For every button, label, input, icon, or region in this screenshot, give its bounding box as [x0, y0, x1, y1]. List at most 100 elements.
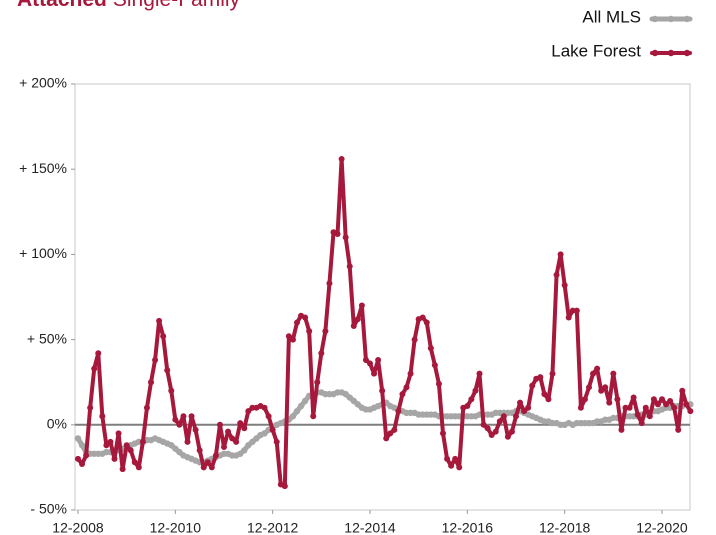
legend-marker [667, 15, 675, 23]
title-rest: Single-Family [113, 0, 241, 11]
point [289, 336, 296, 343]
point [204, 459, 211, 466]
point [683, 401, 690, 408]
point [216, 421, 223, 428]
point [399, 391, 406, 398]
point [180, 413, 187, 420]
point [107, 438, 114, 445]
point [78, 442, 86, 449]
point [322, 328, 329, 335]
point [444, 455, 451, 462]
point [440, 430, 446, 437]
point [577, 404, 584, 411]
x-tick-label: 12-2018 [539, 520, 591, 535]
point [545, 396, 552, 403]
point [537, 374, 544, 381]
point [646, 413, 653, 420]
legend-label: All MLS [582, 7, 641, 26]
point [176, 421, 183, 428]
y-tick-label: + 100% [19, 245, 67, 261]
point [164, 367, 171, 374]
point [338, 155, 345, 162]
point [261, 404, 268, 411]
point [663, 401, 670, 408]
point [529, 382, 536, 389]
point [83, 452, 90, 459]
point [148, 379, 154, 386]
y-tick-label: - 50% [30, 501, 67, 517]
x-tick-label: 12-2012 [247, 520, 299, 535]
point [504, 433, 511, 440]
point [667, 397, 674, 404]
point [659, 396, 665, 403]
point [488, 432, 495, 439]
title-bold: Attached [17, 0, 107, 11]
point [314, 379, 321, 386]
point [517, 399, 524, 406]
x-tick-label: 12-2016 [442, 520, 494, 535]
point [269, 426, 276, 433]
point [391, 426, 398, 433]
point [541, 391, 548, 398]
point [367, 360, 373, 367]
legend-marker [651, 15, 659, 23]
point [237, 420, 244, 427]
point [594, 365, 601, 372]
x-tick-label: 12-2010 [150, 520, 202, 535]
point [241, 425, 248, 432]
point [160, 333, 167, 340]
point [525, 404, 532, 411]
point [484, 425, 491, 432]
point [630, 394, 637, 401]
point [634, 411, 641, 418]
point [586, 384, 592, 391]
point [590, 370, 597, 377]
point [318, 350, 325, 357]
point [671, 404, 678, 411]
point [346, 263, 353, 270]
point [75, 455, 81, 462]
point [610, 370, 617, 377]
point [650, 396, 657, 403]
point [513, 413, 519, 420]
point [273, 438, 280, 445]
point [245, 408, 252, 415]
x-tick-label: 12-2014 [344, 520, 396, 535]
point [200, 464, 207, 471]
point [602, 384, 609, 391]
point [480, 421, 487, 428]
point [448, 462, 455, 469]
point [687, 408, 694, 415]
point [468, 396, 475, 403]
x-tick-label: 12-2020 [636, 520, 688, 535]
point [383, 435, 390, 442]
point [79, 460, 86, 467]
point [91, 365, 98, 372]
point [675, 426, 682, 433]
point [326, 280, 333, 287]
y-tick-label: 0% [47, 416, 67, 432]
point [241, 447, 248, 454]
point [395, 408, 402, 415]
point [565, 314, 572, 321]
point [431, 362, 438, 369]
point [306, 328, 313, 335]
point [472, 387, 479, 394]
point [196, 447, 203, 454]
point [553, 271, 560, 278]
point [342, 234, 349, 241]
point [111, 455, 118, 462]
point [135, 464, 142, 471]
point [452, 455, 459, 462]
point [301, 397, 309, 405]
point [387, 430, 394, 437]
point [626, 404, 633, 411]
point [139, 438, 146, 445]
point [375, 357, 382, 364]
point [464, 403, 471, 410]
point [87, 404, 94, 411]
point [334, 230, 341, 237]
point [496, 418, 503, 425]
y-tick-label: + 200% [19, 75, 67, 91]
point [281, 483, 288, 490]
